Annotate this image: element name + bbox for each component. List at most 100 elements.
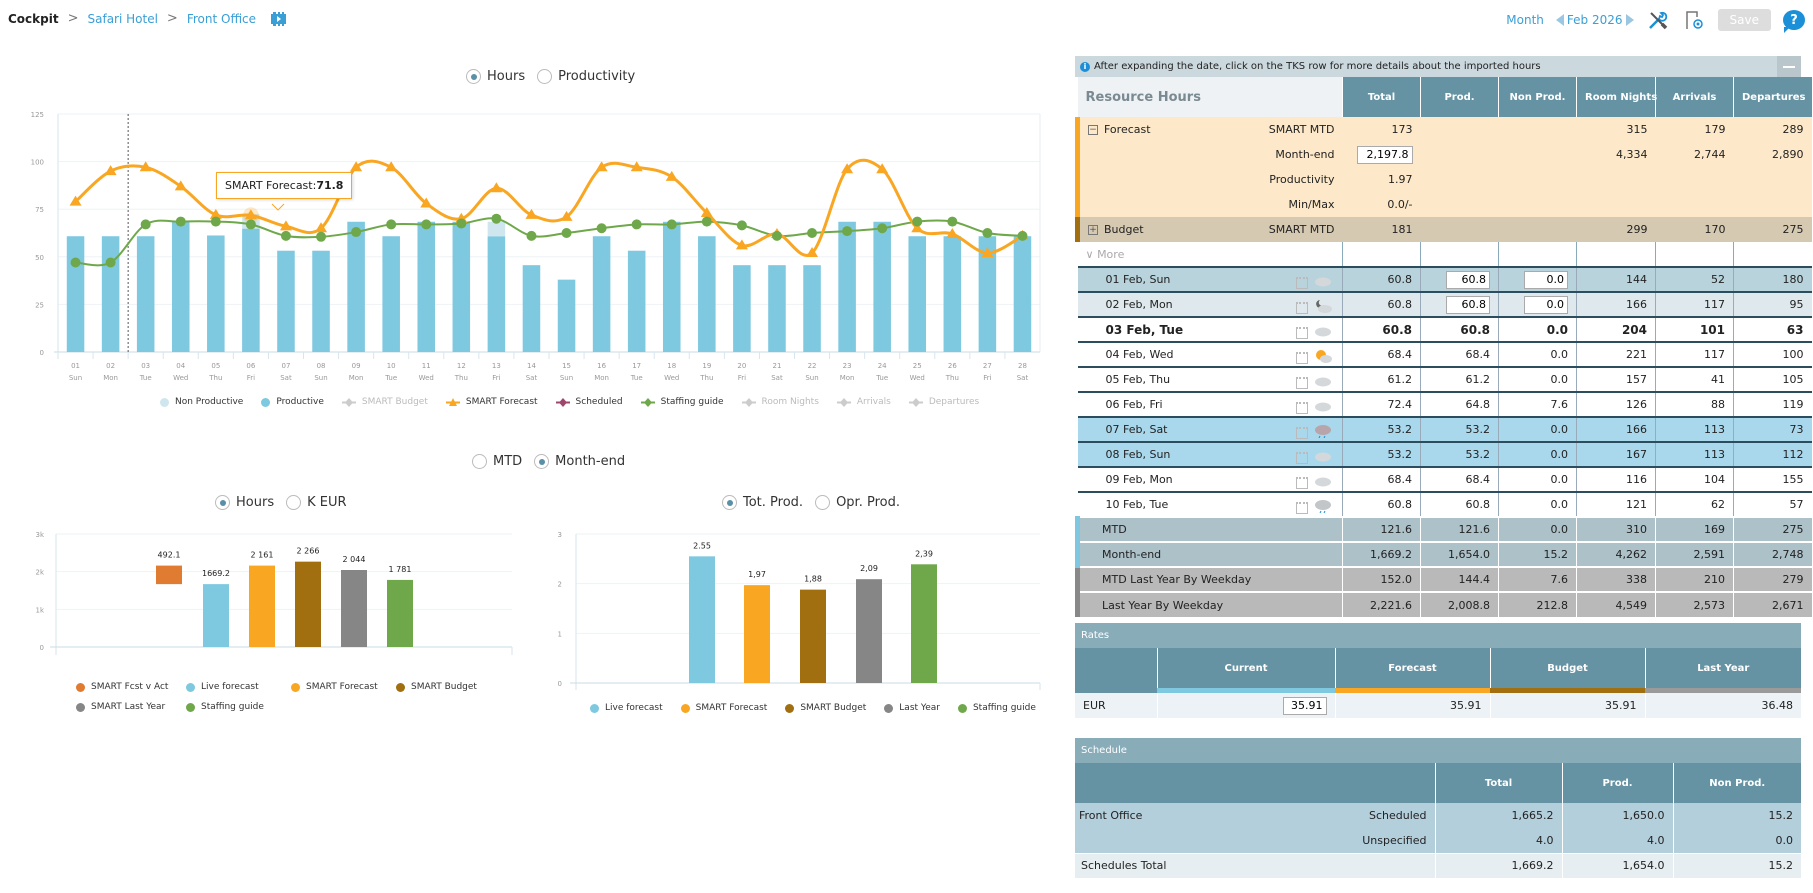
day-row[interactable]: 07 Feb, Sat 53.2 53.2 0.0 166 113 73	[1077, 416, 1812, 442]
radio-k-eur[interactable]	[286, 495, 302, 510]
legend-item[interactable]: SMART Forecast	[680, 703, 767, 713]
day-label-cell: 07 Feb, Sat	[1077, 416, 1343, 442]
productive-bar	[207, 235, 225, 352]
radio-opr-prod[interactable]	[815, 495, 831, 510]
smart-forecast-point	[139, 161, 152, 172]
day-row[interactable]: 04 Feb, Wed 68.4 68.4 0.0 221 117 100	[1077, 341, 1812, 367]
radio-month-end-label: Month-end	[555, 454, 626, 469]
prod-hours-input[interactable]	[1446, 295, 1490, 314]
save-button[interactable]: Save	[1717, 9, 1771, 31]
x-tick-label: 25	[913, 362, 922, 370]
main-chart-toggle: Hours Productivity	[466, 69, 641, 84]
day-row[interactable]: 03 Feb, Tue 60.8 60.8 0.0 204 101 63	[1077, 316, 1812, 342]
x-tick-label: 11	[422, 362, 431, 370]
radio-month-end[interactable]	[534, 454, 550, 469]
legend-item-non-productive[interactable]: Non Productive	[160, 397, 243, 407]
calendar-icon[interactable]	[1296, 401, 1308, 414]
more-toggle[interactable]: ∨ More	[1077, 242, 1343, 267]
legend-item-smart-budget[interactable]: SMART Budget	[341, 397, 428, 407]
day-cell: 155	[1733, 466, 1812, 492]
budget-group[interactable]: + Budget	[1088, 223, 1144, 236]
day-row[interactable]: 06 Feb, Fri 72.4 64.8 7.6 126 88 119	[1077, 391, 1812, 417]
non-prod-hours-input[interactable]	[1524, 270, 1568, 289]
breadcrumb-department[interactable]: Front Office	[186, 11, 257, 26]
bar-smart-last-year	[341, 570, 367, 647]
breadcrumb-cockpit[interactable]: Cockpit	[8, 11, 59, 26]
page-settings-icon[interactable]	[1682, 8, 1706, 32]
day-row[interactable]: 10 Feb, Tue 60.8 60.8 0.0 121 62 57	[1077, 491, 1812, 517]
legend-item[interactable]: SMART Fcst v Act	[76, 682, 186, 692]
video-icon[interactable]	[271, 11, 287, 26]
day-cell: 166	[1576, 291, 1656, 317]
legend-item-scheduled[interactable]: Scheduled	[555, 397, 623, 407]
day-row[interactable]: 05 Feb, Thu 61.2 61.2 0.0 157 41 105	[1077, 366, 1812, 392]
current-rate-input[interactable]	[1282, 696, 1327, 715]
non-prod-hours-input[interactable]	[1524, 295, 1568, 314]
legend-item-room-nights[interactable]: Room Nights	[741, 397, 819, 407]
legend-item[interactable]: SMART Last Year	[76, 702, 186, 712]
calendar-icon[interactable]	[1296, 476, 1308, 489]
legend-marker-icon	[555, 397, 570, 407]
legend-item[interactable]: SMART Budget	[396, 682, 506, 692]
collapse-forecast-icon[interactable]: −	[1088, 125, 1098, 135]
radio-hours[interactable]	[466, 69, 481, 84]
prev-period-icon[interactable]	[1555, 14, 1564, 26]
legend-item[interactable]: SMART Forecast	[291, 682, 396, 692]
radio-productivity[interactable]	[537, 69, 553, 84]
day-icons	[1296, 299, 1332, 316]
summary-cell: 338	[1576, 566, 1656, 592]
x-tick-label: 17	[632, 362, 641, 370]
legend-item-smart-forecast[interactable]: SMART Forecast	[445, 397, 538, 407]
radio-hours-summary[interactable]	[215, 495, 230, 510]
legend-item[interactable]: Staffing guide	[957, 703, 1036, 713]
calendar-icon[interactable]	[1296, 376, 1308, 389]
staffing-guide-point	[105, 257, 116, 268]
legend-item[interactable]: Last Year	[884, 703, 940, 713]
current-period[interactable]: Feb 2026	[1566, 13, 1623, 27]
forecast-group[interactable]: − Forecast	[1088, 123, 1151, 136]
help-icon[interactable]: ?	[1783, 10, 1805, 33]
forecast-row: − Forecast SMART MTD 173 315 179 289	[1075, 117, 1812, 142]
calendar-icon[interactable]	[1296, 426, 1308, 439]
day-cell: 68.4	[1420, 341, 1499, 367]
calendar-icon[interactable]	[1296, 301, 1308, 314]
x-tick-weekday: Fri	[983, 374, 991, 382]
calendar-icon[interactable]	[1296, 351, 1308, 364]
collapse-button[interactable]	[1777, 56, 1801, 77]
legend-item[interactable]: Staffing guide	[186, 702, 291, 712]
day-row[interactable]: 09 Feb, Mon 68.4 68.4 0.0 116 104 155	[1077, 466, 1812, 492]
legend-item-departures[interactable]: Departures	[908, 397, 979, 407]
legend-item[interactable]: Live forecast	[590, 703, 663, 713]
radio-tot-prod[interactable]	[722, 495, 737, 510]
smart-forecast-point	[244, 209, 257, 220]
legend-item-staffing-guide[interactable]: Staffing guide	[640, 397, 724, 407]
legend-item-productive[interactable]: Productive	[261, 397, 324, 407]
next-period-icon[interactable]	[1625, 14, 1634, 26]
tools-icon[interactable]	[1646, 8, 1670, 32]
calendar-icon[interactable]	[1296, 276, 1308, 289]
breadcrumb-hotel[interactable]: Safari Hotel	[87, 11, 158, 26]
day-label-cell: 08 Feb, Sun	[1077, 441, 1343, 467]
calendar-icon[interactable]	[1296, 451, 1308, 464]
period-mode-selector[interactable]: Month	[1506, 13, 1544, 27]
legend-item-arrivals[interactable]: Arrivals	[836, 397, 891, 407]
prod-hours-input[interactable]	[1446, 270, 1490, 289]
empty-cell	[1498, 242, 1577, 267]
legend-item[interactable]: SMART Budget	[785, 703, 866, 713]
day-cell: 63	[1733, 316, 1812, 342]
forecast-cell	[1498, 167, 1577, 192]
data-label: 492.1	[158, 551, 181, 560]
legend-label: Live forecast	[605, 703, 663, 713]
calendar-icon[interactable]	[1296, 326, 1308, 339]
expand-budget-icon[interactable]: +	[1088, 225, 1098, 235]
legend-dot-icon	[957, 703, 967, 713]
calendar-icon[interactable]	[1296, 501, 1308, 514]
resource-hours-table: Resource Hours Total Prod. Non Prod. Roo…	[1075, 77, 1812, 617]
day-row[interactable]: 08 Feb, Sun 53.2 53.2 0.0 167 113 112	[1077, 441, 1812, 467]
radio-mtd[interactable]	[472, 454, 487, 469]
legend-item[interactable]: Live forecast	[186, 682, 291, 692]
month-end-forecast-input[interactable]	[1356, 145, 1413, 164]
summary-cell: 7.6	[1498, 566, 1577, 592]
